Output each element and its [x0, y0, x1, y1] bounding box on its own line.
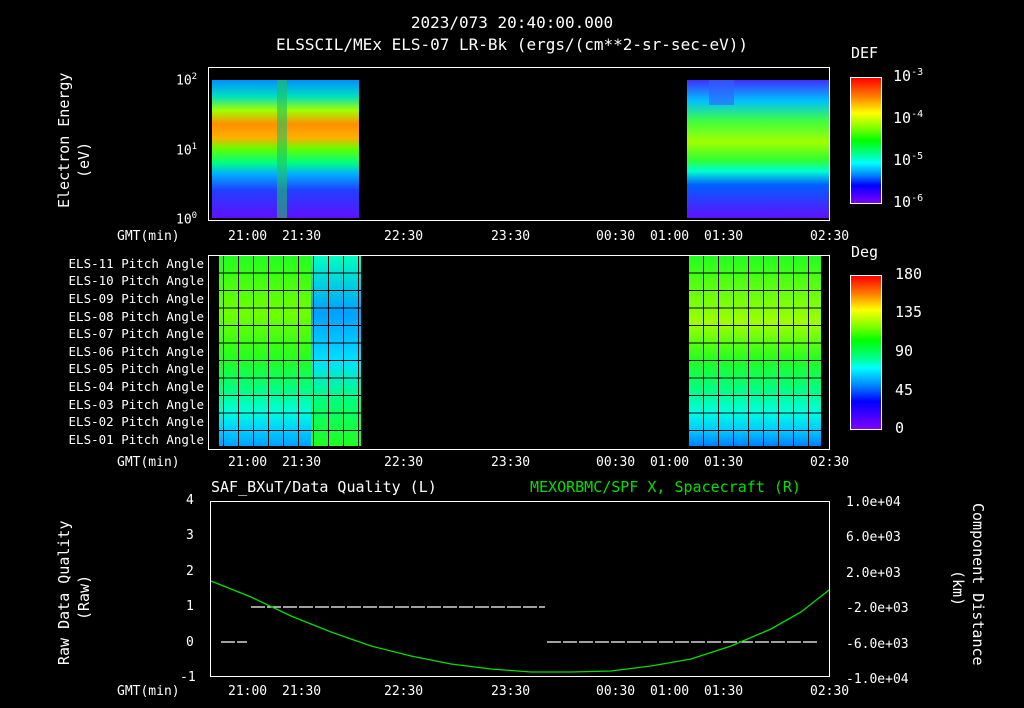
- ytick-left: -1: [180, 670, 196, 685]
- ytick-right: 6.0e+03: [846, 530, 901, 545]
- ytick-left: 2: [186, 564, 194, 579]
- time-tick: 21:30: [282, 684, 322, 699]
- deg-tick: 180: [895, 265, 923, 283]
- deg-tick: 90: [895, 342, 914, 360]
- time-tick: 02:30: [810, 229, 850, 244]
- pitch-angle-image: [219, 256, 821, 446]
- time-tick: 21:00: [228, 455, 268, 470]
- def-tick-1e-6: 10-6: [893, 193, 924, 211]
- pitch-row-label: ELS-10 Pitch Angle: [68, 273, 204, 288]
- ytick-right: 2.0e+03: [846, 566, 901, 581]
- time-axis-label-2: GMT(min): [117, 455, 180, 470]
- time-tick: 22:30: [384, 229, 424, 244]
- ytick-right: -6.0e+03: [846, 637, 909, 652]
- time-tick: 21:00: [228, 684, 268, 699]
- ytick-left: 1: [186, 599, 194, 614]
- spectrogram-frame: [208, 67, 830, 221]
- time-tick: 01:00: [650, 684, 690, 699]
- time-tick: 00:30: [596, 455, 636, 470]
- pitch-angle-frame: [208, 255, 830, 450]
- def-tick-1e-4: 10-4: [893, 109, 924, 127]
- time-tick: 23:30: [491, 229, 531, 244]
- deg-colorbar: [850, 275, 882, 430]
- panel3-right-title: MEXORBMC/SPF X, Spacecraft (R): [530, 478, 801, 496]
- time-tick: 21:30: [282, 455, 322, 470]
- pitch-row-label: ELS-01 Pitch Angle: [68, 432, 204, 447]
- pitch-row-label: ELS-09 Pitch Angle: [68, 291, 204, 306]
- deg-tick: 0: [895, 419, 905, 437]
- time-tick: 00:30: [596, 684, 636, 699]
- time-tick: 22:30: [384, 455, 424, 470]
- panel3-yunit-right: (km): [949, 570, 967, 607]
- time-tick: 23:30: [491, 684, 531, 699]
- ytick-right: 1.0e+04: [846, 495, 901, 510]
- line-plot-frame: [210, 501, 830, 677]
- pitch-row-label: ELS-04 Pitch Angle: [68, 379, 204, 394]
- ytick-left: 0: [186, 635, 194, 650]
- time-tick: 01:00: [650, 229, 690, 244]
- plot-subtitle: ELSSCIL/MEx ELS-07 LR-Bk (ergs/(cm**2-sr…: [275, 35, 748, 54]
- time-tick: 01:30: [704, 229, 744, 244]
- panel3-ylabel-left: Raw Data Quality: [55, 520, 73, 666]
- time-axis-label-1: GMT(min): [117, 229, 180, 244]
- time-tick: 22:30: [384, 684, 424, 699]
- pitch-row-label: ELS-03 Pitch Angle: [68, 397, 204, 412]
- deg-colorbar-title: Deg: [851, 243, 879, 261]
- time-axis-label-3: GMT(min): [117, 684, 180, 699]
- panel1-ylabel: Electron Energy: [55, 72, 73, 208]
- pitch-row-label: ELS-02 Pitch Angle: [68, 414, 204, 429]
- pitch-row-label: ELS-11 Pitch Angle: [68, 256, 204, 271]
- time-tick: 21:00: [228, 229, 268, 244]
- pitch-row-label: ELS-05 Pitch Angle: [68, 361, 204, 376]
- time-tick: 23:30: [491, 455, 531, 470]
- spectrogram-image: [212, 80, 829, 218]
- pitch-row-label: ELS-07 Pitch Angle: [68, 326, 204, 341]
- panel3-ylabel-right: Component Distance: [969, 503, 987, 666]
- time-tick: 02:30: [810, 684, 850, 699]
- ytick-100: 102: [176, 72, 198, 89]
- pitch-row-label: ELS-06 Pitch Angle: [68, 344, 204, 359]
- time-tick: 01:30: [704, 684, 744, 699]
- ytick-right: -1.0e+04: [846, 672, 909, 687]
- time-tick: 00:30: [596, 229, 636, 244]
- time-title: 2023/073 20:40:00.000: [410, 13, 614, 32]
- def-colorbar-title: DEF: [851, 44, 879, 62]
- ytick-10: 101: [176, 142, 198, 159]
- ytick-1: 100: [176, 211, 198, 228]
- time-tick: 21:30: [282, 229, 322, 244]
- ytick-left: 3: [186, 528, 194, 543]
- line-plot: [211, 580, 829, 673]
- def-colorbar: [850, 77, 882, 204]
- panel3-left-title: SAF_BXuT/Data Quality (L): [211, 478, 437, 496]
- panel3-yunit-left: (Raw): [75, 574, 93, 620]
- time-tick: 01:00: [650, 455, 690, 470]
- def-tick-1e-3: 10-3: [893, 67, 924, 85]
- panel1-yunit: (eV): [75, 141, 93, 178]
- deg-tick: 45: [895, 381, 914, 399]
- def-tick-1e-5: 10-5: [893, 151, 924, 169]
- ytick-right: -2.0e+03: [846, 601, 909, 616]
- deg-tick: 135: [895, 303, 923, 321]
- time-tick: 01:30: [704, 455, 744, 470]
- ytick-left: 4: [186, 493, 194, 508]
- pitch-row-label: ELS-08 Pitch Angle: [68, 309, 204, 324]
- time-tick: 02:30: [810, 455, 850, 470]
